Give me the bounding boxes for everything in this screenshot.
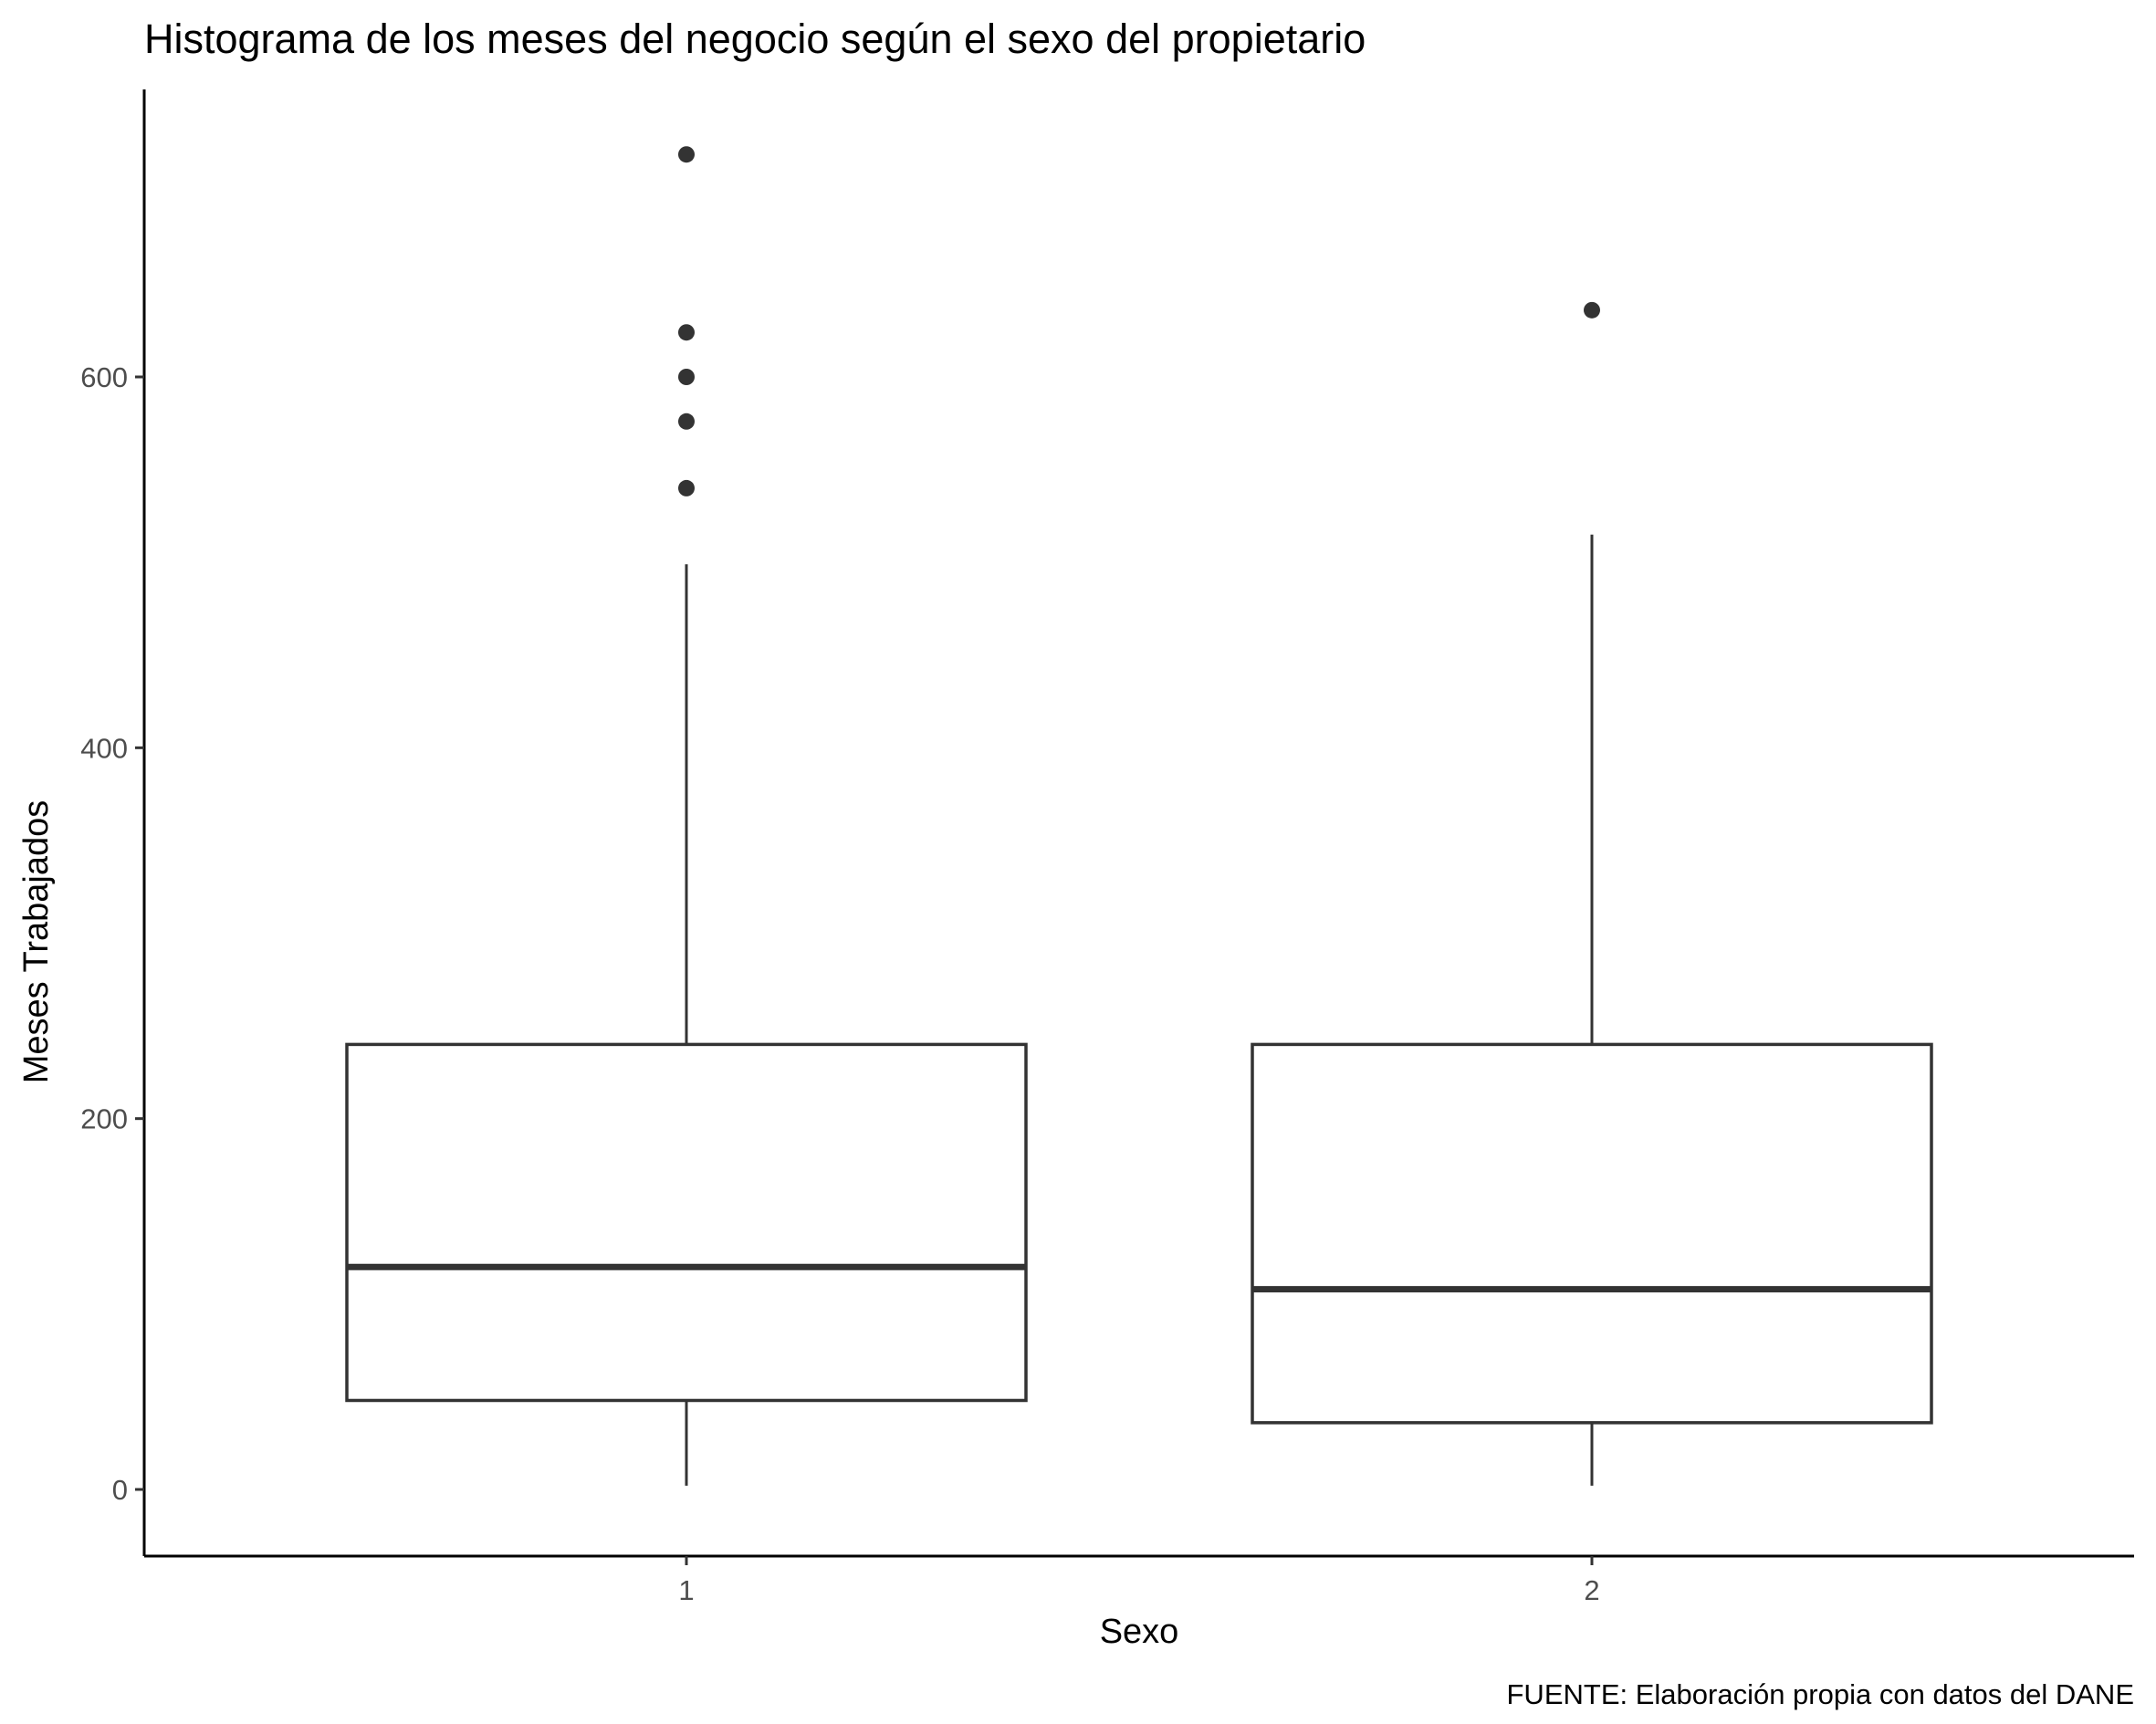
- box-iqr: [345, 1042, 1028, 1403]
- x-tick-label: 1: [678, 1574, 694, 1606]
- chart-title: Histograma de los meses del negocio segú…: [144, 16, 1366, 62]
- y-tick-label: 600: [80, 361, 128, 393]
- outlier-point: [1584, 301, 1600, 319]
- y-axis-title: Meses Trabajados: [17, 800, 56, 1084]
- y-tick-label: 400: [80, 732, 128, 764]
- outlier-point: [678, 479, 695, 496]
- y-tick-label: 200: [80, 1103, 128, 1135]
- chart-caption: FUENTE: Elaboración propia con datos del…: [1507, 1678, 2135, 1710]
- y-tick-label: 0: [112, 1474, 128, 1506]
- x-tick-label: 2: [1584, 1574, 1599, 1606]
- outlier-point: [678, 413, 695, 430]
- outlier-point: [678, 324, 695, 341]
- box-iqr: [1251, 1042, 1933, 1425]
- plot-area: 0 200 400 600 1 2: [80, 89, 2134, 1606]
- outlier-point: [678, 369, 695, 385]
- x-axis-title: Sexo: [1100, 1613, 1179, 1651]
- outlier-point: [678, 146, 695, 163]
